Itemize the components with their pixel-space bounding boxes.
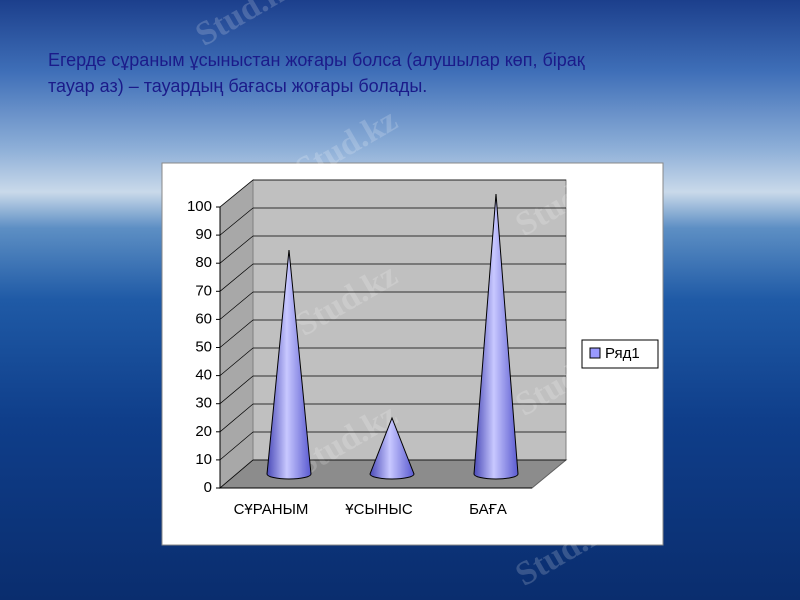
grid-line (219, 235, 254, 264)
grid-line (219, 459, 254, 489)
grid-line (219, 347, 254, 376)
y-tick-label: 10 (195, 451, 212, 468)
y-tick-label: 40 (195, 367, 212, 384)
y-tick-label: 50 (195, 338, 212, 355)
cone (266, 249, 312, 480)
y-tick-label: 0 (204, 479, 212, 496)
y-tick-label: 60 (195, 310, 212, 327)
y-tick-label: 30 (195, 395, 212, 412)
legend-label: Ряд1 (605, 345, 640, 362)
x-tick-label: БАҒА (469, 501, 507, 518)
watermark: Stud.kz (189, 0, 303, 54)
grid-line (219, 375, 254, 404)
grid-line (219, 403, 254, 433)
y-tick-label: 70 (195, 282, 212, 299)
x-tick-label: СҰРАНЫМ (234, 501, 309, 518)
grid-line (219, 263, 254, 292)
cone (473, 193, 519, 480)
cone (369, 416, 415, 480)
slide-title: Егерде сұраным ұсыныстан жоғары болса (а… (48, 50, 585, 70)
grid-line (219, 319, 254, 348)
grid-line (219, 431, 254, 461)
slide-title: тауар аз) – тауардың бағасы жоғары болад… (48, 76, 428, 96)
grid-line (219, 179, 254, 208)
y-tick-label: 80 (195, 254, 212, 271)
x-tick-label: ҰСЫНЫС (345, 501, 413, 518)
grid-line (219, 291, 254, 320)
y-tick-label: 100 (187, 198, 212, 215)
legend-swatch (589, 347, 601, 359)
y-tick-label: 90 (195, 226, 212, 243)
grid-line (219, 207, 254, 236)
y-tick-label: 20 (195, 423, 212, 440)
